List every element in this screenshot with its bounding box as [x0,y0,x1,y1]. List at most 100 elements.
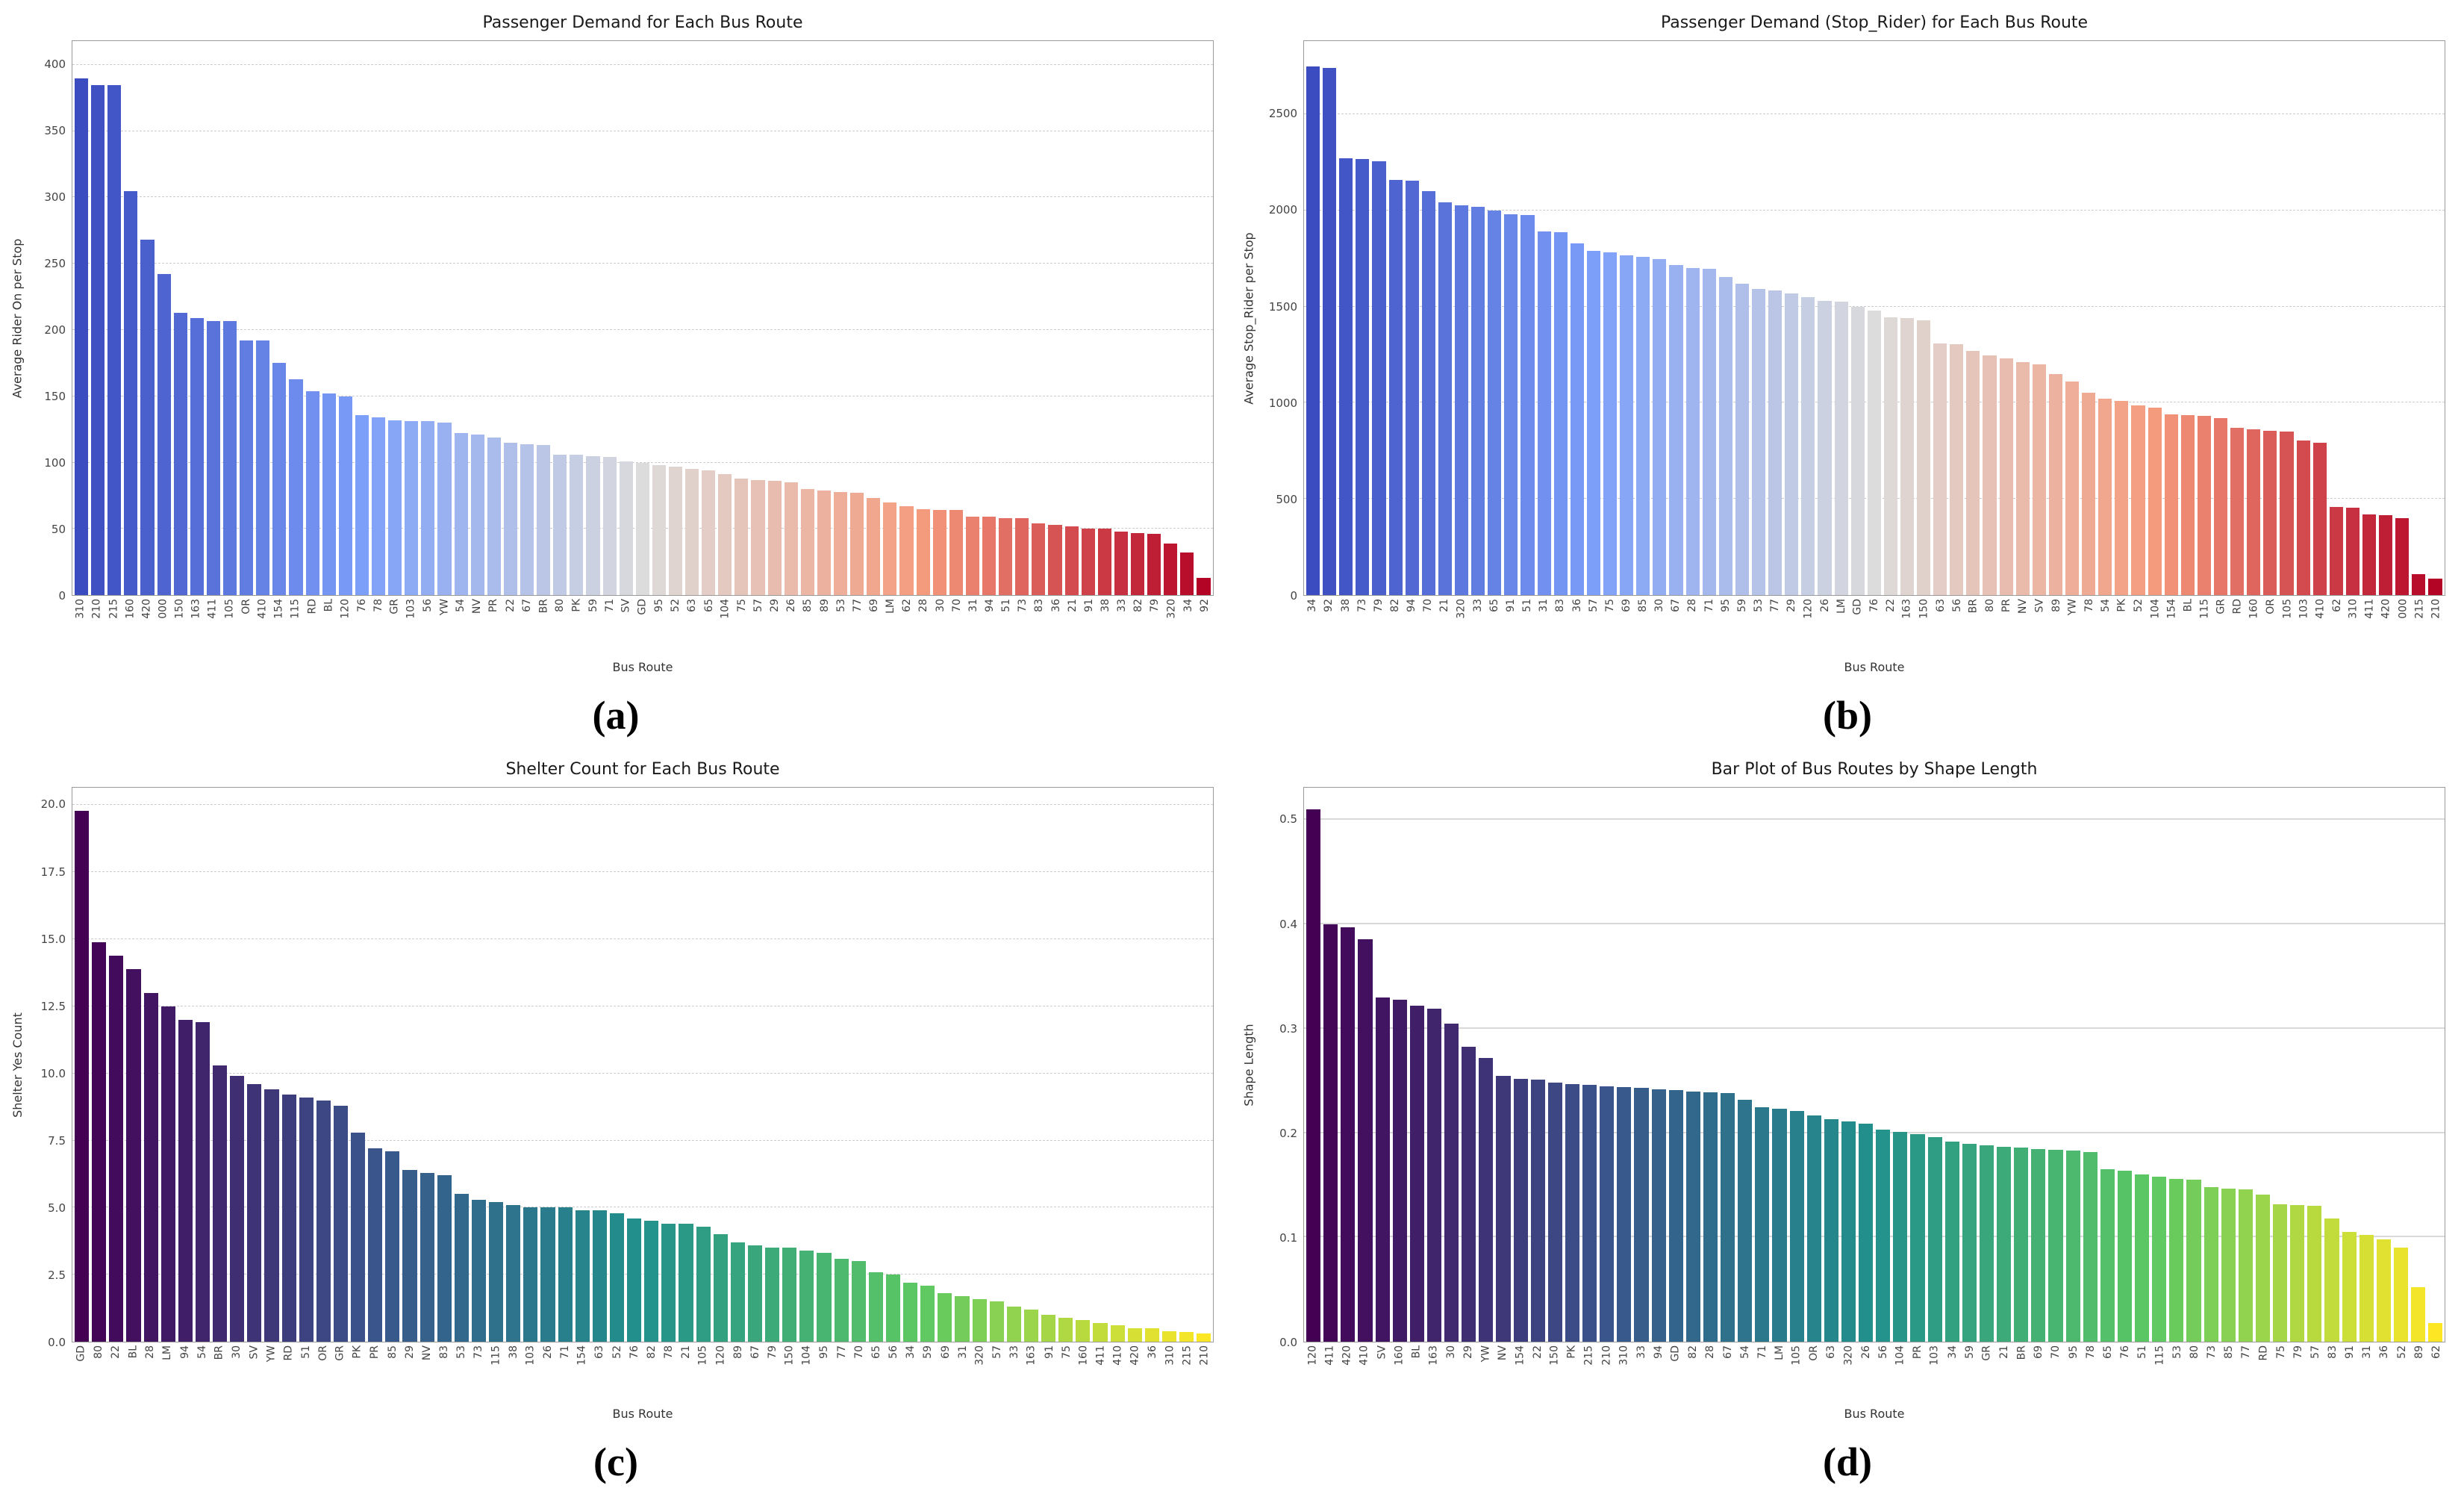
x-tick-label: 410 [1357,1342,1371,1407]
x-tick-label-text: 36 [1571,599,1583,612]
x-tick-label: 75 [1059,1342,1073,1407]
bar [868,1272,883,1342]
x-tick-label: 21 [679,1342,693,1407]
x-tick-label-text: 54 [2099,599,2112,612]
x-tick-label-text: 73 [1356,599,1368,612]
panel-b: Passenger Demand (Stop_Rider) for Each B… [1232,0,2463,747]
bar [1818,300,1832,595]
bar [1358,939,1373,1342]
x-tick-label: 115 [289,596,302,660]
chart-d-shape-length: Bar Plot of Bus Routes by Shape Length Sh… [1238,751,2457,1431]
x-tick-label-text: 163 [1026,1345,1038,1366]
bar [2307,1206,2322,1342]
chart-title: Bar Plot of Bus Routes by Shape Length [1711,759,2038,779]
bar [2273,1204,2288,1342]
bar [851,1261,866,1342]
chart-a-passenger-demand: Passenger Demand for Each Bus Route Avera… [6,4,1226,684]
x-tick-label: 77 [1768,596,1782,660]
x-tick-label-text: 163 [190,599,203,619]
x-tick-label-text: 410 [2314,599,2327,619]
x-tick-label: 120 [338,596,352,660]
bar [713,1234,728,1342]
x-tick-label-text: 104 [1894,1345,1906,1366]
x-tick-label-text: 79 [2292,1345,2304,1359]
x-tick-label-text: 115 [2153,1345,2166,1366]
bar [817,490,832,595]
y-tick-label: 0.3 [1279,1021,1297,1036]
x-tick-label: GD [636,596,649,660]
x-tick-label-text: 120 [714,1345,727,1366]
x-tick-label: 26 [1818,596,1831,660]
bar [1179,1332,1194,1342]
x-tick-label: 38 [506,1342,520,1407]
x-tick-label-text: 120 [1802,599,1815,619]
y-tick-label: 250 [44,257,66,271]
x-tick-label-text: NV [420,1345,433,1361]
x-tick-label-text: 78 [372,599,384,612]
x-tick-label: 82 [1685,1342,1700,1407]
x-tick-label: 77 [851,596,864,660]
gridline [72,1072,1213,1074]
x-tick-label: 95 [817,1342,832,1407]
x-tick-label: 79 [765,1342,779,1407]
x-tick-label: 28 [1703,1342,1718,1407]
x-tick-label: 91 [1042,1342,1056,1407]
x-tick-label-text: 160 [124,599,137,619]
x-tick-label: 78 [661,1342,676,1407]
x-tick-label-text: LM [161,1345,174,1360]
y-tick-label: 100 [44,456,66,470]
bar [903,1282,918,1342]
y-tick-label: 0.5 [1279,812,1297,827]
y-axis: Shape Length [1238,787,1260,1342]
x-tick-label-text: 310 [75,599,87,619]
x-tick-label: 78 [2083,1342,2097,1407]
bar [305,390,319,595]
bar [2290,1204,2305,1342]
bar [1015,518,1029,595]
x-tick-label-text: 78 [2083,599,2095,612]
bar [351,1132,366,1342]
x-tick-label-text: 320 [1842,1345,1855,1366]
bar [405,421,419,595]
x-tick-label: 38 [1099,596,1112,660]
x-tick-label-text: RD [306,599,319,614]
bar [1161,1330,1176,1342]
bar [190,318,204,595]
chart-c-shelter-count: Shelter Count for Each Bus Route Shelter … [6,751,1226,1431]
x-tick-label: 21 [1438,596,1451,660]
bar [627,1218,642,1342]
bar [1513,1078,1528,1342]
bar [421,421,435,595]
x-tick-label: 91 [1082,596,1096,660]
x-tick-label: SV [2033,596,2046,660]
x-tick-label: 56 [1876,1342,1890,1407]
plot-area [72,40,1214,596]
x-tick-label: 210 [2430,596,2443,660]
bar [1721,1093,1735,1342]
x-tick-label-text: 33 [1635,1345,1647,1359]
x-tick-label: GR [388,596,402,660]
x-tick-label-text: 83 [1033,599,1046,612]
bar [696,1226,711,1342]
y-tick-label: 0.4 [1279,917,1297,931]
x-tick-label: BR [212,1342,226,1407]
y-tick-label: 0.2 [1279,1126,1297,1140]
x-tick-label: 410 [2314,596,2327,660]
x-tick-label-text: 62 [901,599,914,612]
bar [1927,1137,1942,1342]
x-tick-label-text: OR [2265,599,2277,614]
bar [1582,1085,1597,1342]
x-tick-label-text: 105 [223,599,236,619]
x-tick-label: 210 [1197,1342,1211,1407]
bars [1304,788,2445,1342]
bar [652,465,666,595]
x-tick-label-text: 29 [403,1345,416,1359]
x-tick-label: 73 [1355,596,1368,660]
x-tick-label-text: NV [1497,1345,1509,1361]
bar [1634,1088,1649,1342]
y-tick-label: 150 [44,390,66,404]
x-tick-label-text: 62 [2330,599,2343,612]
x-tick-label-text: PR [369,1345,381,1360]
x-tick-label-text: 26 [541,1345,554,1359]
bar [213,1065,228,1342]
